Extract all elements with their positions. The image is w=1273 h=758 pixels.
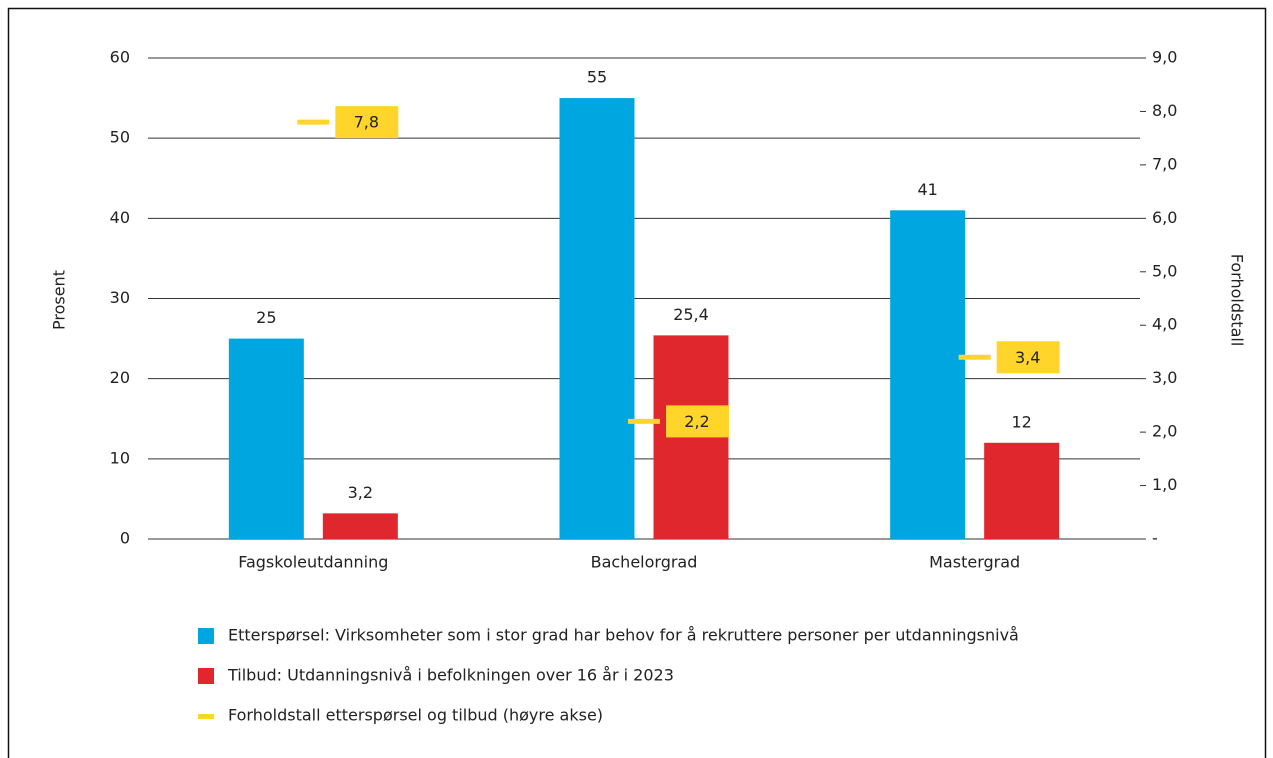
bar	[984, 442, 1060, 539]
y2-tick-label: -	[1152, 529, 1158, 548]
data-label: 25,4	[673, 305, 709, 324]
ratio-label: 3,4	[1015, 348, 1040, 367]
ratio-label-box	[335, 106, 399, 139]
legend-label: Tilbud: Utdanningsnivå i befolkningen ov…	[227, 666, 674, 685]
y2-tick-label: 3,0	[1152, 368, 1177, 387]
x-tick-label: Fagskoleutdanning	[238, 553, 388, 572]
y-tick-label: 10	[110, 448, 130, 467]
y-tick-label: 20	[110, 368, 130, 387]
ratio-label: 2,2	[684, 412, 709, 431]
y-axis-title: Prosent	[50, 270, 69, 330]
data-label: 41	[917, 180, 937, 199]
y2-tick-label: 4,0	[1152, 315, 1177, 334]
y-tick-label: 30	[110, 288, 130, 307]
ratio-label: 7,8	[354, 113, 379, 132]
frame	[7, 7, 1267, 758]
y2-tick-label: 9,0	[1152, 48, 1177, 67]
ratio-label-box	[666, 405, 729, 438]
y-tick-label: 0	[120, 529, 130, 548]
x-tick-label: Mastergrad	[929, 553, 1020, 572]
bar	[559, 98, 635, 539]
data-label: 55	[587, 68, 607, 87]
data-label: 12	[1011, 412, 1031, 431]
y2-tick-label: 1,0	[1152, 475, 1177, 494]
data-label: 25	[256, 308, 276, 327]
legend-marker	[198, 628, 214, 644]
y-tick-label: 50	[110, 128, 130, 147]
legend-marker	[198, 714, 214, 719]
x-tick-label: Bachelorgrad	[591, 553, 698, 572]
legend-label: Etterspørsel: Virksomheter som i stor gr…	[228, 626, 1019, 645]
y2-axis-title: Forholdstall	[1228, 254, 1247, 347]
y2-tick-label: 5,0	[1152, 261, 1177, 280]
bar	[890, 210, 966, 540]
bar	[322, 513, 398, 539]
bar	[228, 338, 304, 539]
ratio-label-box	[996, 341, 1060, 374]
y2-tick-label: 6,0	[1152, 208, 1177, 227]
data-label: 3,2	[348, 483, 373, 502]
y2-tick-label: 7,0	[1152, 154, 1177, 173]
y2-tick-label: 2,0	[1152, 422, 1177, 441]
y-tick-label: 60	[110, 48, 130, 67]
y2-tick-label: 8,0	[1152, 101, 1177, 120]
legend-marker	[198, 668, 214, 684]
legend-label: Forholdstall etterspørsel og tilbud (høy…	[228, 706, 603, 725]
y-tick-label: 40	[110, 208, 130, 227]
